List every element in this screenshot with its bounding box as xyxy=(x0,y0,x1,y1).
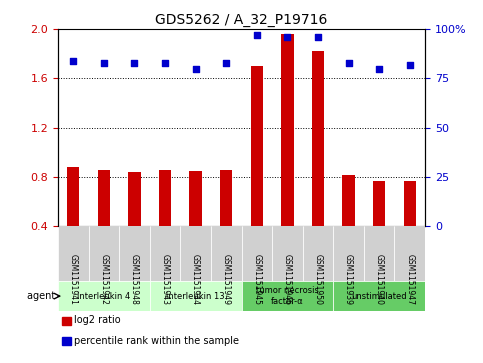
Text: GSM1151948: GSM1151948 xyxy=(130,254,139,305)
Point xyxy=(284,34,291,40)
Point xyxy=(161,60,169,65)
Bar xyxy=(62,337,71,346)
Text: interleukin 4: interleukin 4 xyxy=(77,291,130,301)
FancyBboxPatch shape xyxy=(272,227,303,281)
Point xyxy=(192,66,199,72)
Bar xyxy=(251,66,263,227)
FancyBboxPatch shape xyxy=(119,227,150,281)
Text: GSM1151947: GSM1151947 xyxy=(405,254,414,305)
Text: GSM1151949: GSM1151949 xyxy=(222,254,231,305)
FancyBboxPatch shape xyxy=(88,227,119,281)
Bar xyxy=(128,172,141,227)
Text: unstimulated: unstimulated xyxy=(351,291,407,301)
Point xyxy=(70,58,77,64)
Text: GSM1151939: GSM1151939 xyxy=(344,254,353,305)
Text: GSM1151945: GSM1151945 xyxy=(252,254,261,305)
FancyBboxPatch shape xyxy=(303,227,333,281)
Text: GSM1151946: GSM1151946 xyxy=(283,254,292,305)
Text: GSM1151940: GSM1151940 xyxy=(375,254,384,305)
FancyBboxPatch shape xyxy=(364,227,395,281)
FancyBboxPatch shape xyxy=(58,227,88,281)
Point xyxy=(100,60,108,65)
FancyBboxPatch shape xyxy=(242,281,333,311)
Point xyxy=(345,60,353,65)
FancyBboxPatch shape xyxy=(333,281,425,311)
Bar xyxy=(404,181,416,227)
Bar xyxy=(98,170,110,227)
Bar xyxy=(67,167,79,227)
FancyBboxPatch shape xyxy=(58,281,150,311)
Text: log2 ratio: log2 ratio xyxy=(74,315,121,325)
FancyBboxPatch shape xyxy=(333,227,364,281)
FancyBboxPatch shape xyxy=(150,227,180,281)
Text: GSM1151944: GSM1151944 xyxy=(191,254,200,305)
FancyBboxPatch shape xyxy=(211,227,242,281)
Point xyxy=(375,66,383,72)
Bar xyxy=(373,181,385,227)
Bar xyxy=(62,317,71,325)
Text: GSM1151950: GSM1151950 xyxy=(313,254,323,305)
FancyBboxPatch shape xyxy=(242,227,272,281)
Bar xyxy=(159,170,171,227)
Text: agent: agent xyxy=(27,291,58,301)
Bar xyxy=(281,34,294,227)
Bar xyxy=(312,51,324,227)
Text: GSM1151942: GSM1151942 xyxy=(99,254,108,305)
FancyBboxPatch shape xyxy=(395,227,425,281)
Text: GSM1151941: GSM1151941 xyxy=(69,254,78,305)
Title: GDS5262 / A_32_P19716: GDS5262 / A_32_P19716 xyxy=(156,13,327,26)
Point xyxy=(130,60,138,65)
Text: interleukin 13: interleukin 13 xyxy=(166,291,225,301)
FancyBboxPatch shape xyxy=(180,227,211,281)
Bar xyxy=(342,175,355,227)
Text: tumor necrosis
factor-α: tumor necrosis factor-α xyxy=(256,286,319,306)
Text: percentile rank within the sample: percentile rank within the sample xyxy=(74,336,240,346)
Bar xyxy=(220,170,232,227)
Text: GSM1151943: GSM1151943 xyxy=(160,254,170,305)
Bar xyxy=(189,171,202,227)
Point xyxy=(253,32,261,38)
Point xyxy=(406,62,413,68)
Point xyxy=(222,60,230,65)
Point xyxy=(314,34,322,40)
FancyBboxPatch shape xyxy=(150,281,242,311)
